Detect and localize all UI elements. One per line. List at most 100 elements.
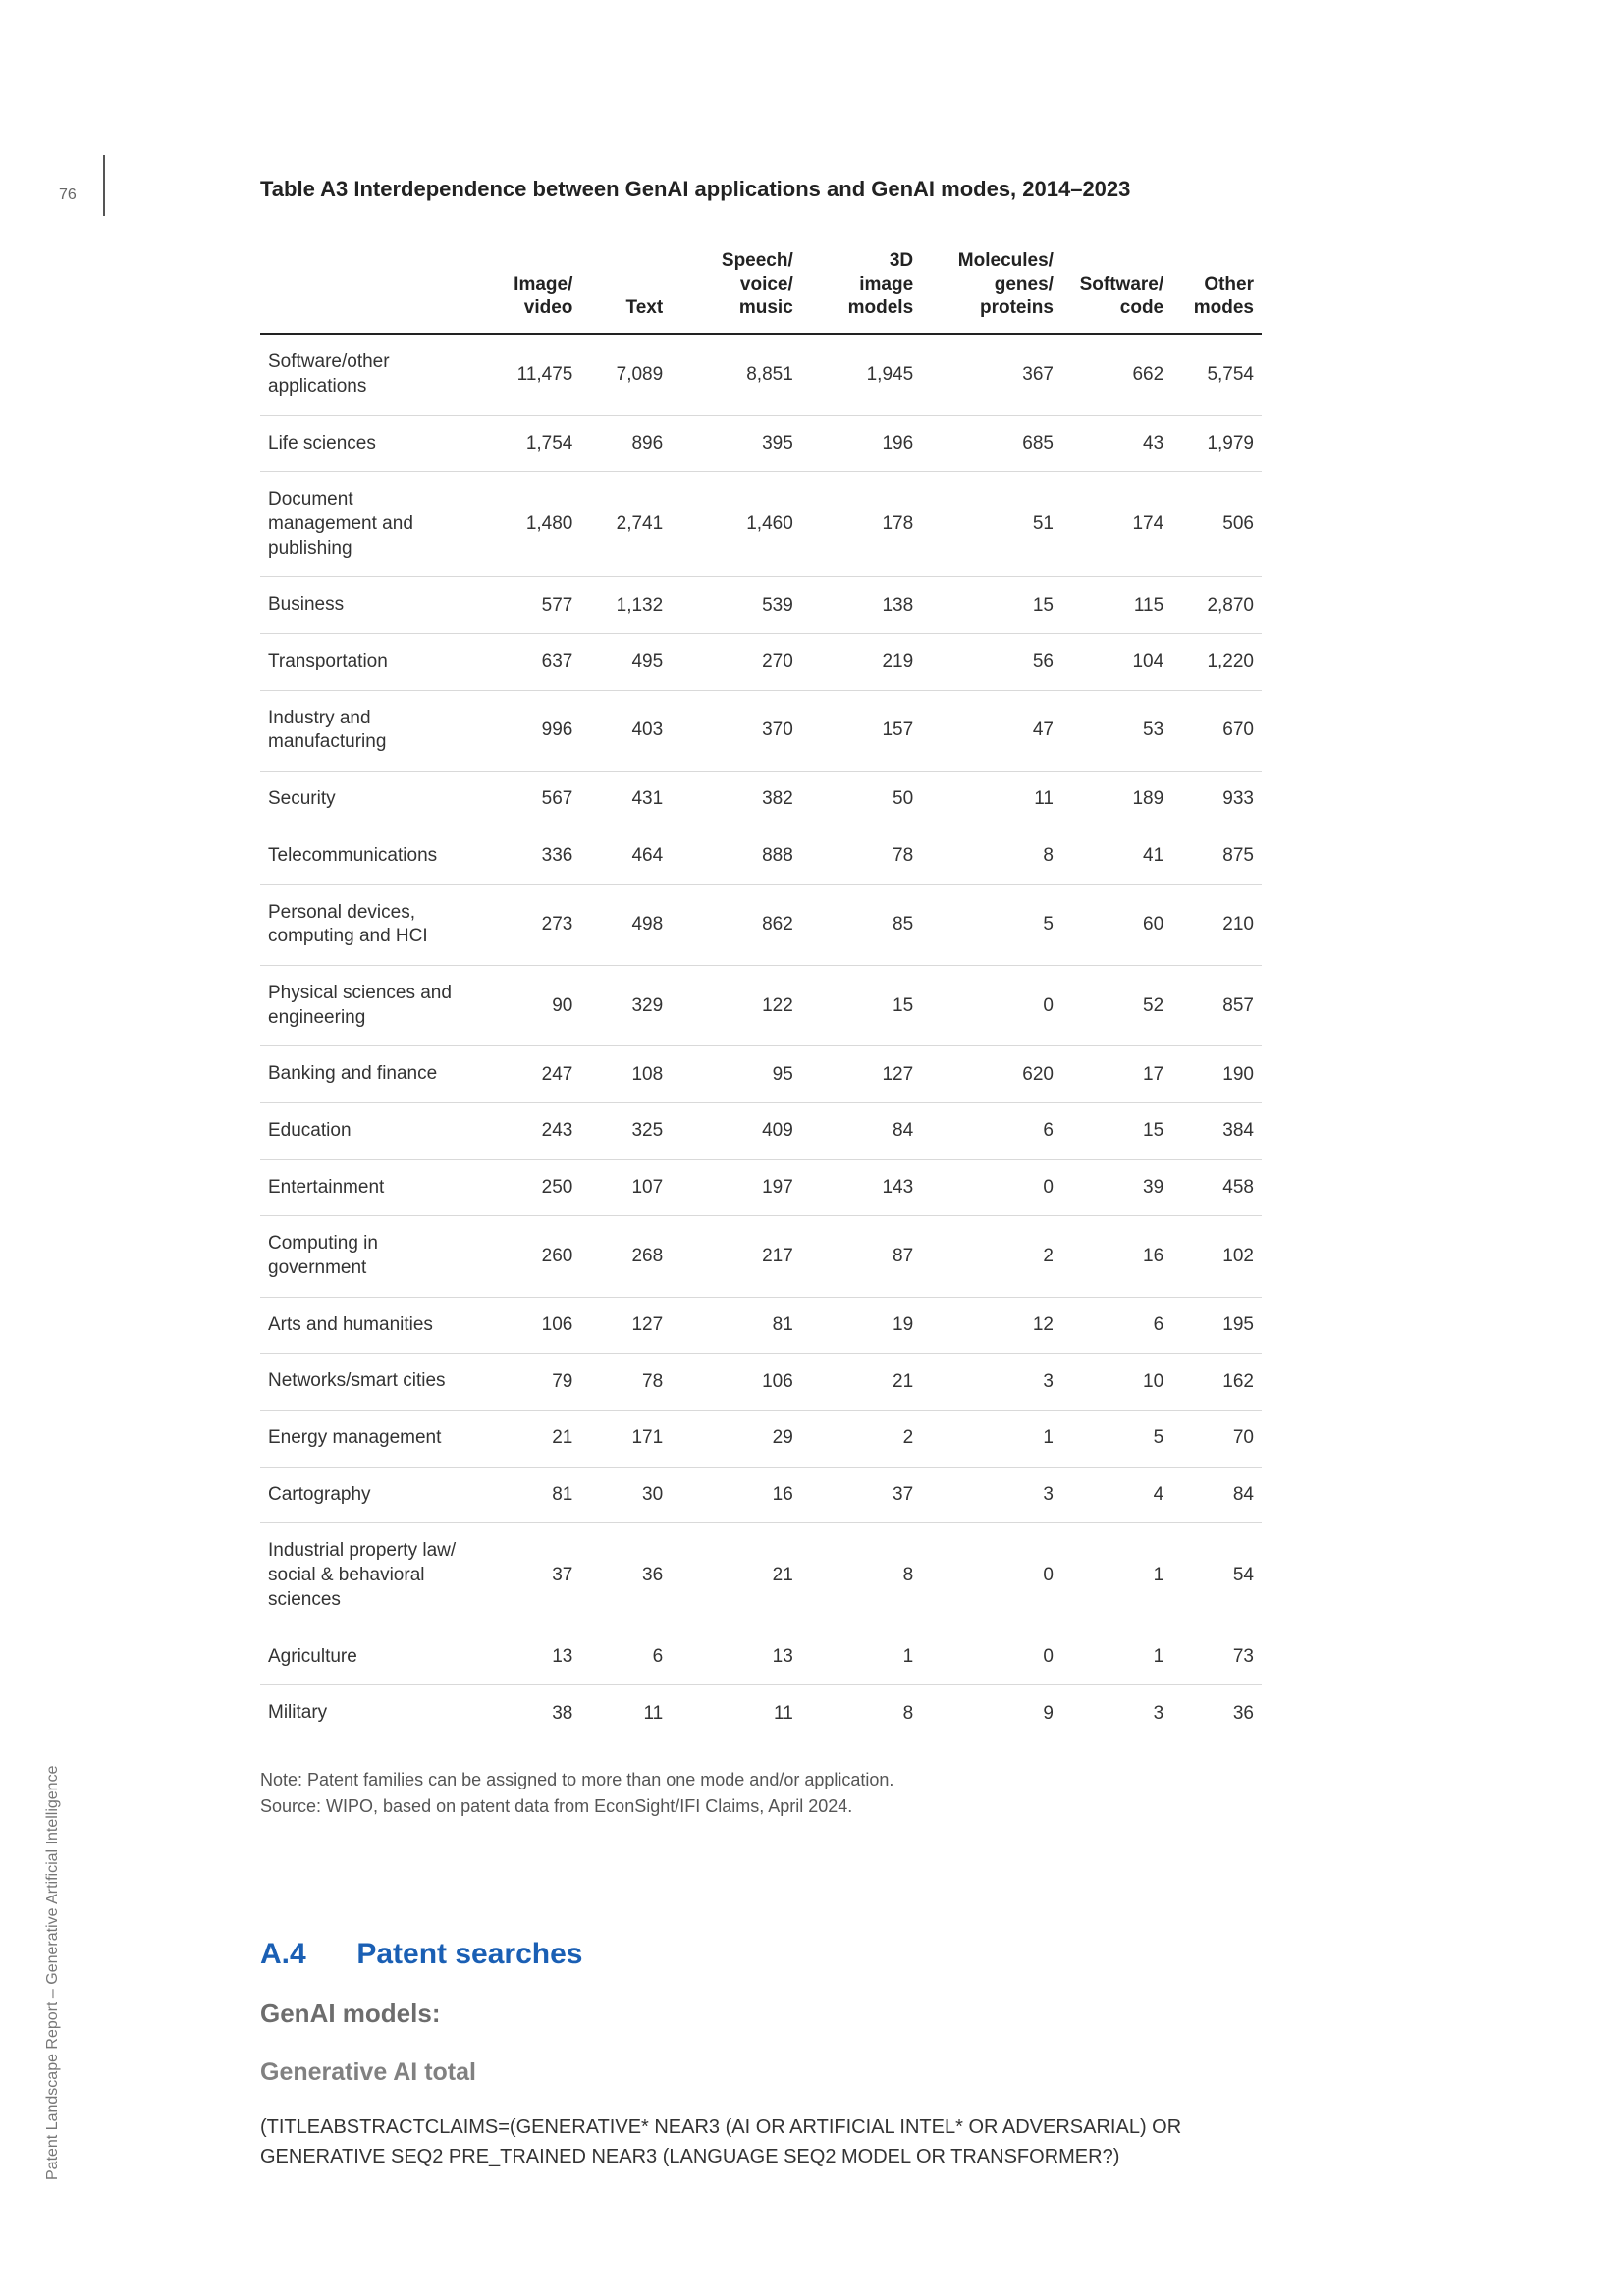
page-content: Table A3 Interdependence between GenAI a… [260, 177, 1262, 2171]
row-label: Arts and humanities [260, 1297, 470, 1354]
data-cell: 174 [1061, 472, 1171, 577]
data-cell: 29 [671, 1411, 801, 1468]
data-cell: 127 [801, 1046, 921, 1103]
data-cell: 5 [921, 884, 1061, 965]
data-cell: 60 [1061, 884, 1171, 965]
data-cell: 670 [1171, 690, 1262, 771]
data-cell: 178 [801, 472, 921, 577]
data-cell: 1,132 [580, 577, 671, 634]
table-title: Table A3 Interdependence between GenAI a… [260, 177, 1262, 202]
table-row: Arts and humanities1061278119126195 [260, 1297, 1262, 1354]
row-label: Security [260, 772, 470, 828]
data-cell: 498 [580, 884, 671, 965]
table-row: Entertainment250107197143039458 [260, 1159, 1262, 1216]
data-cell: 19 [801, 1297, 921, 1354]
data-cell: 95 [671, 1046, 801, 1103]
data-cell: 70 [1171, 1411, 1262, 1468]
section-number: A.4 [260, 1938, 349, 1971]
table-body: Software/other applications11,4757,0898,… [260, 334, 1262, 1741]
table-row: Transportation637495270219561041,220 [260, 634, 1262, 691]
data-cell: 11 [671, 1685, 801, 1741]
table-row: Cartography813016373484 [260, 1467, 1262, 1523]
table-row: Industry and manufacturing99640337015747… [260, 690, 1262, 771]
row-label: Telecommunications [260, 828, 470, 884]
data-cell: 106 [671, 1354, 801, 1411]
patent-query-text: (TITLEABSTRACTCLAIMS=(GENERATIVE* NEAR3 … [260, 2112, 1262, 2171]
data-cell: 122 [671, 965, 801, 1045]
table-row: Telecommunications33646488878841875 [260, 828, 1262, 884]
data-cell: 17 [1061, 1046, 1171, 1103]
column-header: Speech/voice/music [671, 240, 801, 334]
data-cell: 1 [1061, 1629, 1171, 1685]
table-row: Physical sciences and engineering9032912… [260, 965, 1262, 1045]
sub-heading-1: GenAI models: [260, 1999, 1262, 2029]
data-cell: 1 [1061, 1523, 1171, 1629]
row-label: Transportation [260, 634, 470, 691]
data-cell: 41 [1061, 828, 1171, 884]
data-cell: 171 [580, 1411, 671, 1468]
data-cell: 11 [921, 772, 1061, 828]
data-cell: 243 [470, 1102, 580, 1159]
table-row: Business5771,132539138151152,870 [260, 577, 1262, 634]
data-cell: 3 [921, 1467, 1061, 1523]
row-label: Industry and manufacturing [260, 690, 470, 771]
data-cell: 9 [921, 1685, 1061, 1741]
column-header: Othermodes [1171, 240, 1262, 334]
data-cell: 37 [801, 1467, 921, 1523]
table-row: Industrial property law/ social & behavi… [260, 1523, 1262, 1629]
data-cell: 336 [470, 828, 580, 884]
data-cell: 250 [470, 1159, 580, 1216]
data-cell: 78 [580, 1354, 671, 1411]
data-cell: 21 [470, 1411, 580, 1468]
data-cell: 431 [580, 772, 671, 828]
data-cell: 1 [801, 1629, 921, 1685]
data-cell: 11,475 [470, 334, 580, 415]
data-cell: 21 [801, 1354, 921, 1411]
data-cell: 197 [671, 1159, 801, 1216]
table-row: Agriculture1361310173 [260, 1629, 1262, 1685]
data-cell: 2 [801, 1411, 921, 1468]
data-cell: 458 [1171, 1159, 1262, 1216]
data-cell: 56 [921, 634, 1061, 691]
data-cell: 384 [1171, 1102, 1262, 1159]
data-cell: 157 [801, 690, 921, 771]
data-cell: 219 [801, 634, 921, 691]
data-cell: 5 [1061, 1411, 1171, 1468]
data-cell: 15 [1061, 1102, 1171, 1159]
data-cell: 84 [801, 1102, 921, 1159]
data-cell: 115 [1061, 577, 1171, 634]
data-cell: 13 [671, 1629, 801, 1685]
data-cell: 189 [1061, 772, 1171, 828]
data-cell: 78 [801, 828, 921, 884]
column-header: Text [580, 240, 671, 334]
data-cell: 30 [580, 1467, 671, 1523]
data-cell: 2,741 [580, 472, 671, 577]
section-title: Patent searches [356, 1938, 582, 1970]
data-cell: 8,851 [671, 334, 801, 415]
data-table: Image/videoTextSpeech/voice/music3Dimage… [260, 240, 1262, 1741]
row-label: Computing in government [260, 1216, 470, 1297]
data-cell: 73 [1171, 1629, 1262, 1685]
row-label: Cartography [260, 1467, 470, 1523]
data-cell: 38 [470, 1685, 580, 1741]
row-label: Education [260, 1102, 470, 1159]
data-cell: 0 [921, 1629, 1061, 1685]
row-label: Banking and finance [260, 1046, 470, 1103]
table-row: Networks/smart cities797810621310162 [260, 1354, 1262, 1411]
table-row: Document management and publishing1,4802… [260, 472, 1262, 577]
data-cell: 1,754 [470, 415, 580, 472]
data-cell: 577 [470, 577, 580, 634]
data-cell: 0 [921, 1523, 1061, 1629]
data-cell: 4 [1061, 1467, 1171, 1523]
data-cell: 1,979 [1171, 415, 1262, 472]
data-cell: 409 [671, 1102, 801, 1159]
data-cell: 81 [671, 1297, 801, 1354]
row-label: Industrial property law/ social & behavi… [260, 1523, 470, 1629]
data-cell: 210 [1171, 884, 1262, 965]
data-cell: 195 [1171, 1297, 1262, 1354]
data-cell: 506 [1171, 472, 1262, 577]
data-cell: 1,460 [671, 472, 801, 577]
table-row: Military38111189336 [260, 1685, 1262, 1741]
data-cell: 102 [1171, 1216, 1262, 1297]
data-cell: 15 [801, 965, 921, 1045]
